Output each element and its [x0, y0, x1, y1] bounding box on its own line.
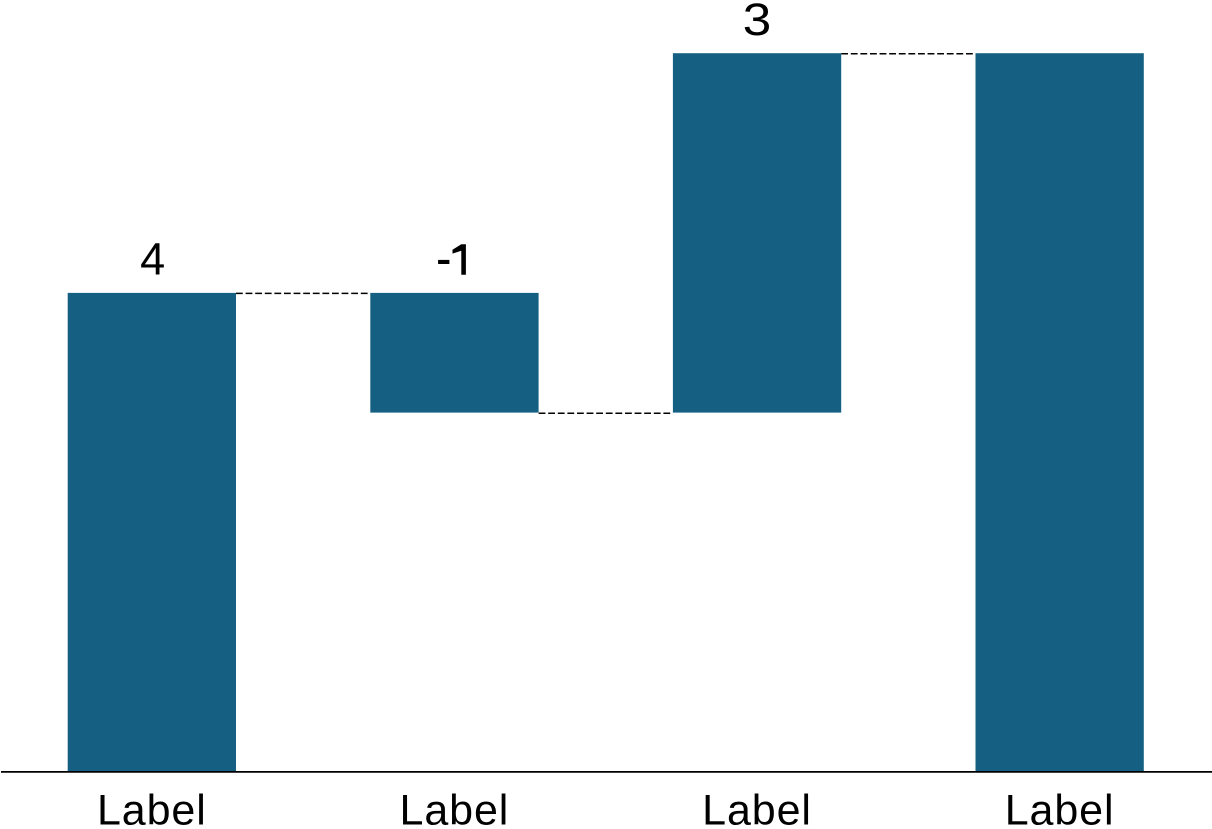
svg-text:3: 3: [743, 0, 772, 45]
svg-text:Label: Label: [702, 787, 812, 829]
svg-text:Label: Label: [400, 787, 510, 829]
svg-text:Label: Label: [1005, 787, 1115, 829]
svg-text:Label: Label: [97, 787, 207, 829]
svg-text:4: 4: [140, 234, 165, 285]
